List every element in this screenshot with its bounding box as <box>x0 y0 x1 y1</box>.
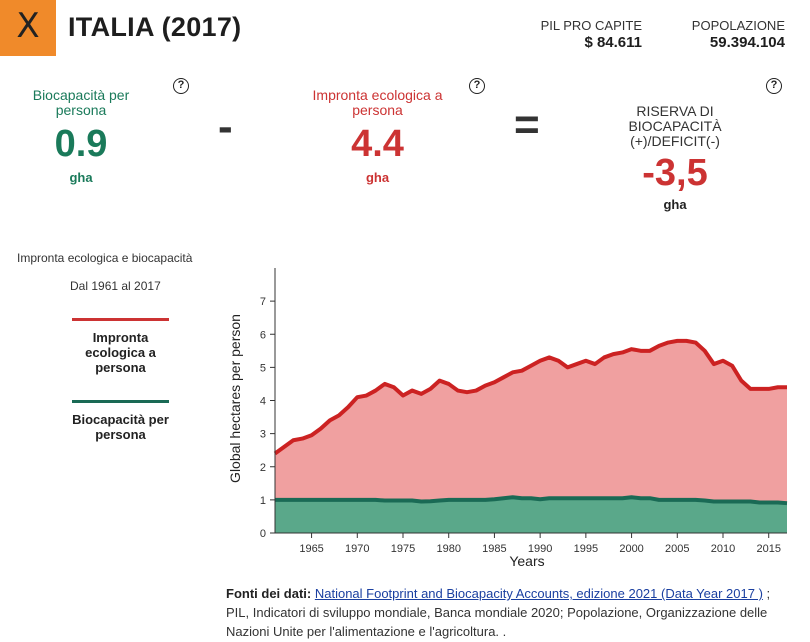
close-button[interactable]: X <box>0 0 56 56</box>
footprint-line <box>273 338 787 456</box>
legend-biocapacity-swatch <box>72 400 169 403</box>
sources-label: Fonti dei dati: <box>226 586 312 601</box>
x-tick-label: 1985 <box>482 543 506 555</box>
population: POPOLAZIONE 59.394.104 <box>692 17 785 51</box>
sources-link[interactable]: National Footprint and Biocapacity Accou… <box>314 586 763 601</box>
y-tick-label: 7 <box>260 296 266 308</box>
x-tick-label: 1965 <box>299 543 323 555</box>
footprint-value: 4.4 <box>351 123 404 165</box>
population-value: 59.394.104 <box>709 34 785 51</box>
x-tick-label: 2015 <box>756 543 780 555</box>
reserve-metric: RISERVA DI BIOCAPACITÀ (+)/DEFICIT(-) -3… <box>600 103 750 213</box>
reserve-unit: gha <box>663 197 687 212</box>
population-label: POPOLAZIONE <box>691 18 785 33</box>
y-tick-label: 5 <box>260 362 266 374</box>
gdp-value: $ 84.611 <box>584 34 642 51</box>
y-tick-label: 0 <box>260 528 266 540</box>
x-tick-label: 1980 <box>436 543 460 555</box>
y-tick-label: 6 <box>260 329 266 341</box>
biocapacity-label: Biocapacità per persona <box>32 87 130 118</box>
legend-footprint-swatch <box>72 318 169 321</box>
y-tick-label: 4 <box>260 396 266 408</box>
footprint-metric: Impronta ecologica a persona 4.4 gha <box>290 87 465 186</box>
y-tick-label: 3 <box>260 429 266 441</box>
x-tick-label: 2000 <box>619 543 643 555</box>
biocapacity-metric: Biocapacità per persona 0.9 gha <box>26 87 136 186</box>
biocapacity-help-icon[interactable]: ? <box>173 78 189 94</box>
footprint-biocapacity-chart: 0 1 2 3 4 5 6 7 1965 1970 1975 1980 1985 1990 1995 2000… <box>227 268 788 569</box>
y-tick-label: 2 <box>260 462 266 474</box>
legend-footprint[interactable]: Impronta ecologica a persona <box>72 318 169 375</box>
y-axis-label: Global hectares per person <box>227 314 243 483</box>
footprint-help-icon[interactable]: ? <box>469 78 485 94</box>
x-tick-label: 2005 <box>665 543 689 555</box>
x-tick-label: 1970 <box>345 543 369 555</box>
chart-panel-title: Impronta ecologica e biocapacità <box>17 251 193 265</box>
reserve-label: RISERVA DI BIOCAPACITÀ (+)/DEFICIT(-) <box>628 103 722 149</box>
sources-text: ; PIL, Indicatori di sviluppo mondiale, … <box>226 586 771 639</box>
reserve-help-icon[interactable]: ? <box>766 78 782 94</box>
x-tick-label: 1975 <box>391 543 415 555</box>
biocapacity-line <box>275 495 788 506</box>
x-axis-label: Years <box>509 553 544 569</box>
x-tick-label: 1990 <box>528 543 552 555</box>
legend-footprint-label: Impronta ecologica a persona <box>85 330 156 375</box>
x-tick-label: 1995 <box>574 543 598 555</box>
biocapacity-value: 0.9 <box>54 123 108 165</box>
minus-operator: - <box>218 102 233 151</box>
reserve-value: -3,5 <box>642 152 708 194</box>
gdp-label: PIL PRO CAPITE <box>540 18 642 33</box>
gdp-per-capita: PIL PRO CAPITE $ 84.611 <box>541 17 642 51</box>
legend-biocapacity[interactable]: Biocapacità per persona <box>72 400 169 442</box>
legend-biocapacity-label: Biocapacità per persona <box>72 412 169 442</box>
footprint-area <box>275 340 787 533</box>
biocapacity-area <box>275 497 787 533</box>
page-title: ITALIA (2017) <box>68 12 242 42</box>
chart-date-range: Dal 1961 al 2017 <box>70 279 161 293</box>
equals-operator: = <box>514 100 540 149</box>
y-tick-label: 1 <box>260 495 266 507</box>
data-sources: Fonti dei dati: National Footprint and B… <box>226 584 796 641</box>
footprint-unit: gha <box>365 170 390 185</box>
biocapacity-unit: gha <box>69 170 93 185</box>
x-tick-label: 2010 <box>711 543 735 555</box>
footprint-label: Impronta ecologica a persona <box>312 87 443 118</box>
